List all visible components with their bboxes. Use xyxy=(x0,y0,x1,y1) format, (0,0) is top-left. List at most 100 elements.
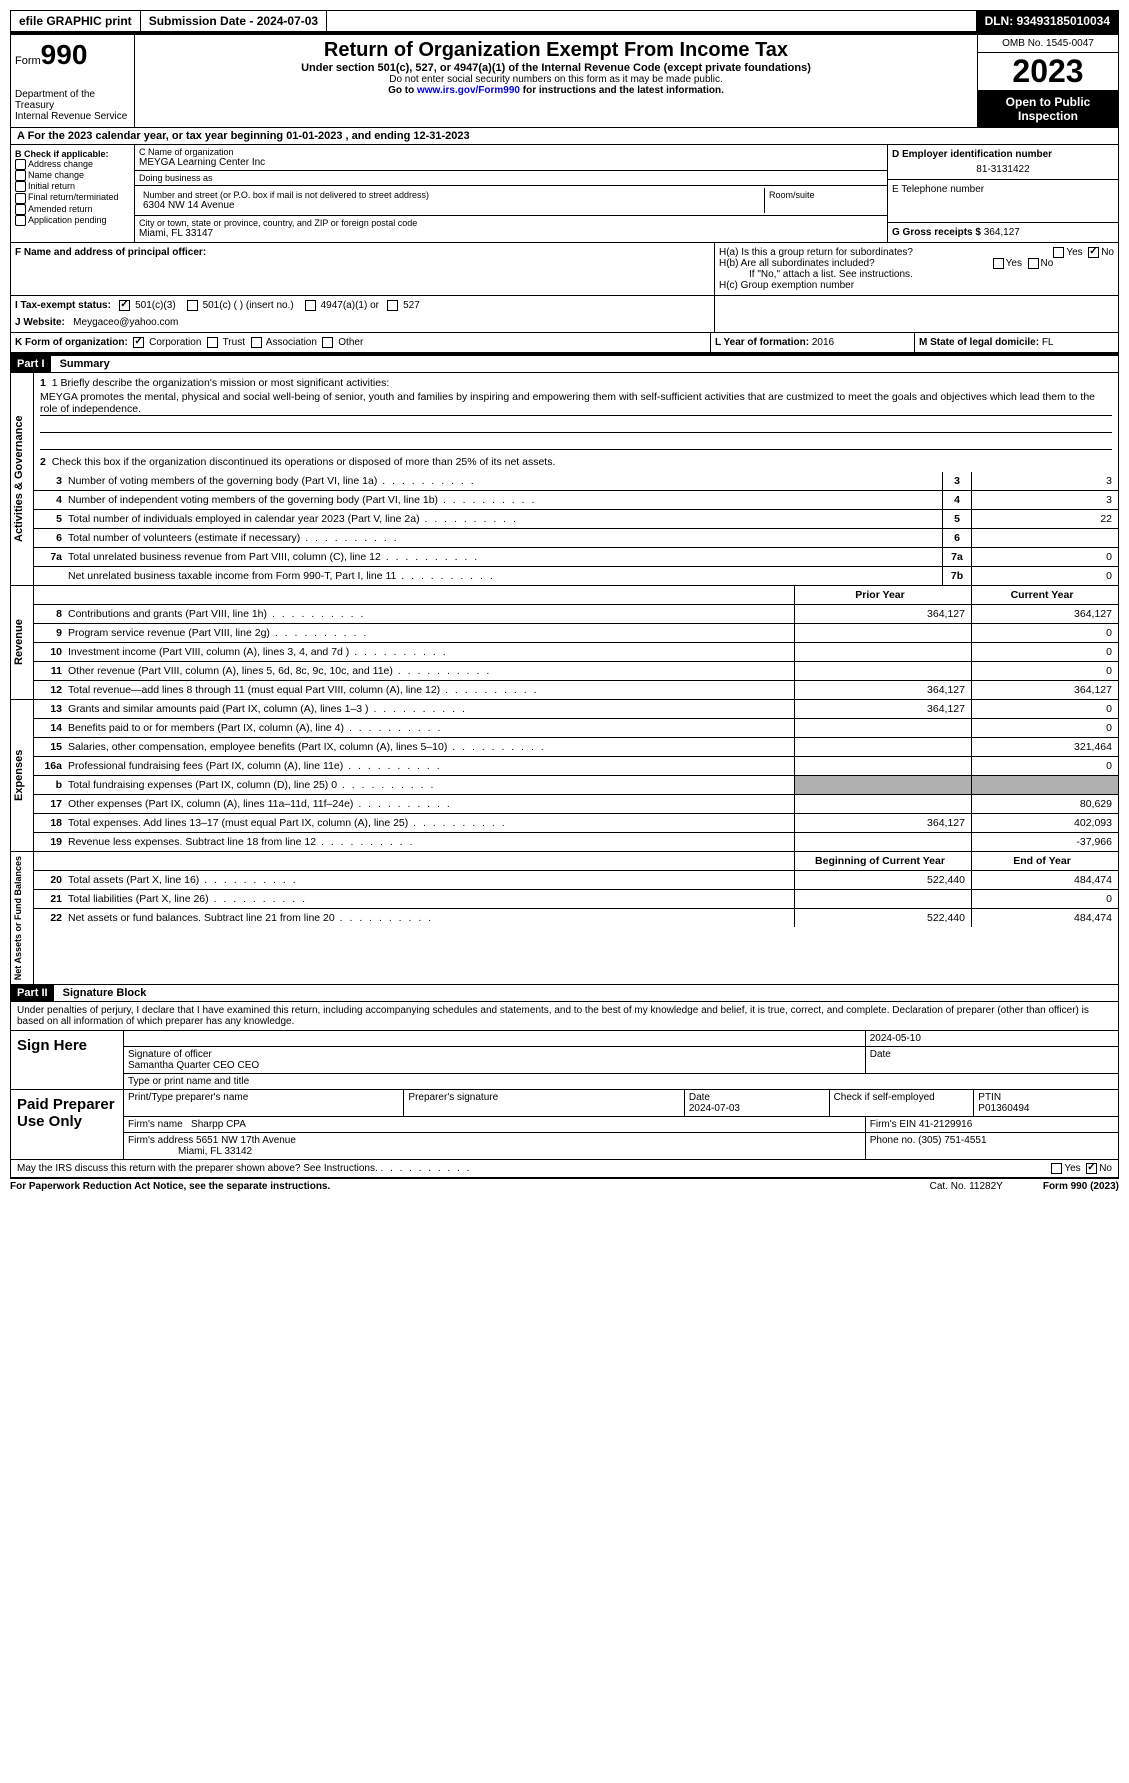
header-middle: Return of Organization Exempt From Incom… xyxy=(135,35,977,127)
form-subtitle: Under section 501(c), 527, or 4947(a)(1)… xyxy=(139,62,973,74)
summary-line: 17Other expenses (Part IX, column (A), l… xyxy=(34,795,1118,814)
corp-chk[interactable] xyxy=(133,337,144,348)
chk-amended[interactable]: Amended return xyxy=(15,204,130,215)
hb-no-chk[interactable] xyxy=(1028,258,1039,269)
org-name-row: C Name of organization MEYGA Learning Ce… xyxy=(135,145,887,171)
tax-year: 2023 xyxy=(978,53,1118,91)
summary-line: 14Benefits paid to or for members (Part … xyxy=(34,719,1118,738)
501c3-chk[interactable] xyxy=(119,300,130,311)
trust-chk[interactable] xyxy=(207,337,218,348)
assoc-chk[interactable] xyxy=(251,337,262,348)
discuss-yes-chk[interactable] xyxy=(1051,1163,1062,1174)
chk-name[interactable]: Name change xyxy=(15,170,130,181)
row-j: J Website: Meygaceo@yahoo.com xyxy=(15,317,710,328)
net-assets-section: Net Assets or Fund Balances Beginning of… xyxy=(10,852,1119,985)
hb-yes-chk[interactable] xyxy=(993,258,1004,269)
summary-line: 22Net assets or fund balances. Subtract … xyxy=(34,909,1118,927)
activities-governance: Activities & Governance 1 1 Briefly desc… xyxy=(10,373,1119,586)
ein-row: D Employer identification number 81-3131… xyxy=(888,145,1118,180)
summary-line: 4Number of independent voting members of… xyxy=(34,491,1118,510)
ptin-value: P01360494 xyxy=(978,1103,1029,1114)
summary-line: 16aProfessional fundraising fees (Part I… xyxy=(34,757,1118,776)
summary-line: 6Total number of volunteers (estimate if… xyxy=(34,529,1118,548)
summary-line: Net unrelated business taxable income fr… xyxy=(34,567,1118,585)
box-d: D Employer identification number 81-3131… xyxy=(887,145,1118,242)
firm-name: Sharpp CPA xyxy=(191,1119,246,1130)
summary-line: 15Salaries, other compensation, employee… xyxy=(34,738,1118,757)
officer-name: Samantha Quarter CEO CEO xyxy=(128,1060,259,1071)
summary-line: 10Investment income (Part VIII, column (… xyxy=(34,643,1118,662)
h-b: H(b) Are all subordinates included? Yes … xyxy=(719,258,1114,269)
part1-header: Part I Summary xyxy=(10,353,1119,373)
chk-initial[interactable]: Initial return xyxy=(15,181,130,192)
address-row: Number and street (or P.O. box if mail i… xyxy=(135,186,887,216)
chk-address[interactable]: Address change xyxy=(15,159,130,170)
header-right: OMB No. 1545-0047 2023 Open to Public In… xyxy=(977,35,1118,127)
summary-line: 3Number of voting members of the governi… xyxy=(34,472,1118,491)
chk-pending[interactable]: Application pending xyxy=(15,215,130,226)
gross-receipts: 364,127 xyxy=(984,227,1020,238)
sig-date: 2024-05-10 xyxy=(865,1031,1118,1046)
org-name: MEYGA Learning Center Inc xyxy=(139,157,883,168)
h-c: H(c) Group exemption number xyxy=(719,280,1114,291)
row-k: K Form of organization: Corporation Trus… xyxy=(11,333,711,352)
city-state-zip: Miami, FL 33147 xyxy=(139,228,883,239)
row-i-j: I Tax-exempt status: 501(c)(3) 501(c) ( … xyxy=(10,296,1119,333)
omb-number: OMB No. 1545-0047 xyxy=(978,35,1118,53)
box-b-label: B Check if applicable: xyxy=(15,149,130,159)
header-left: Form990 Department of the Treasury Inter… xyxy=(11,35,135,127)
ssn-note: Do not enter social security numbers on … xyxy=(139,74,973,85)
vtab-net: Net Assets or Fund Balances xyxy=(11,852,34,984)
dba-row: Doing business as xyxy=(135,171,887,186)
summary-line: 13Grants and similar amounts paid (Part … xyxy=(34,700,1118,719)
discuss-row: May the IRS discuss this return with the… xyxy=(11,1159,1118,1177)
box-f: F Name and address of principal officer: xyxy=(11,243,715,295)
page-footer: For Paperwork Reduction Act Notice, see … xyxy=(10,1178,1119,1194)
4947-chk[interactable] xyxy=(305,300,316,311)
501c-chk[interactable] xyxy=(187,300,198,311)
ha-no-chk[interactable] xyxy=(1088,247,1099,258)
city-row: City or town, state or province, country… xyxy=(135,216,887,241)
summary-line: 8Contributions and grants (Part VIII, li… xyxy=(34,605,1118,624)
ein-value: 81-3131422 xyxy=(892,160,1114,175)
mission-block: 1 1 Briefly describe the organization's … xyxy=(34,373,1118,472)
summary-line: 7aTotal unrelated business revenue from … xyxy=(34,548,1118,567)
summary-line: 12Total revenue—add lines 8 through 11 (… xyxy=(34,681,1118,699)
tel-row: E Telephone number xyxy=(888,180,1118,223)
other-chk[interactable] xyxy=(322,337,333,348)
h-b-note: If "No," attach a list. See instructions… xyxy=(719,269,1114,280)
discuss-no-chk[interactable] xyxy=(1086,1163,1097,1174)
row-a-calendar: A For the 2023 calendar year, or tax yea… xyxy=(10,128,1119,145)
ha-yes-chk[interactable] xyxy=(1053,247,1064,258)
527-chk[interactable] xyxy=(387,300,398,311)
mission-text: MEYGA promotes the mental, physical and … xyxy=(40,391,1112,416)
row-f-h: F Name and address of principal officer:… xyxy=(10,243,1119,296)
box-b: B Check if applicable: Address change Na… xyxy=(11,145,135,242)
net-header: Beginning of Current Year End of Year xyxy=(34,852,1118,871)
row-l: L Year of formation: 2016 xyxy=(711,333,915,352)
row-k-l-m: K Form of organization: Corporation Trus… xyxy=(10,333,1119,353)
perjury-declaration: Under penalties of perjury, I declare th… xyxy=(11,1002,1118,1030)
vtab-expenses: Expenses xyxy=(11,700,34,851)
sign-here-label: Sign Here xyxy=(11,1031,123,1089)
irs-link[interactable]: www.irs.gov/Form990 xyxy=(417,85,520,96)
street-address: 6304 NW 14 Avenue xyxy=(143,200,760,211)
form-title: Return of Organization Exempt From Incom… xyxy=(139,39,973,62)
open-inspection: Open to Public Inspection xyxy=(978,91,1118,127)
summary-line: 20Total assets (Part X, line 16)522,4404… xyxy=(34,871,1118,890)
chk-final[interactable]: Final return/terminated xyxy=(15,192,130,203)
paid-preparer-label: Paid Preparer Use Only xyxy=(11,1090,123,1159)
gross-row: G Gross receipts $ 364,127 xyxy=(888,223,1118,242)
summary-line: 18Total expenses. Add lines 13–17 (must … xyxy=(34,814,1118,833)
dln: DLN: 93493185010034 xyxy=(976,11,1118,31)
department-label: Department of the Treasury Internal Reve… xyxy=(15,89,130,122)
expenses-section: Expenses 13Grants and similar amounts pa… xyxy=(10,700,1119,852)
box-h: H(a) Is this a group return for subordin… xyxy=(715,243,1118,295)
h-a: H(a) Is this a group return for subordin… xyxy=(719,247,1114,258)
vtab-revenue: Revenue xyxy=(11,586,34,699)
form-ref: Form 990 (2023) xyxy=(1043,1181,1119,1192)
summary-line: 19Revenue less expenses. Subtract line 1… xyxy=(34,833,1118,851)
efile-label: efile GRAPHIC print xyxy=(11,11,141,31)
summary-line: 11Other revenue (Part VIII, column (A), … xyxy=(34,662,1118,681)
rev-header: Prior Year Current Year xyxy=(34,586,1118,605)
